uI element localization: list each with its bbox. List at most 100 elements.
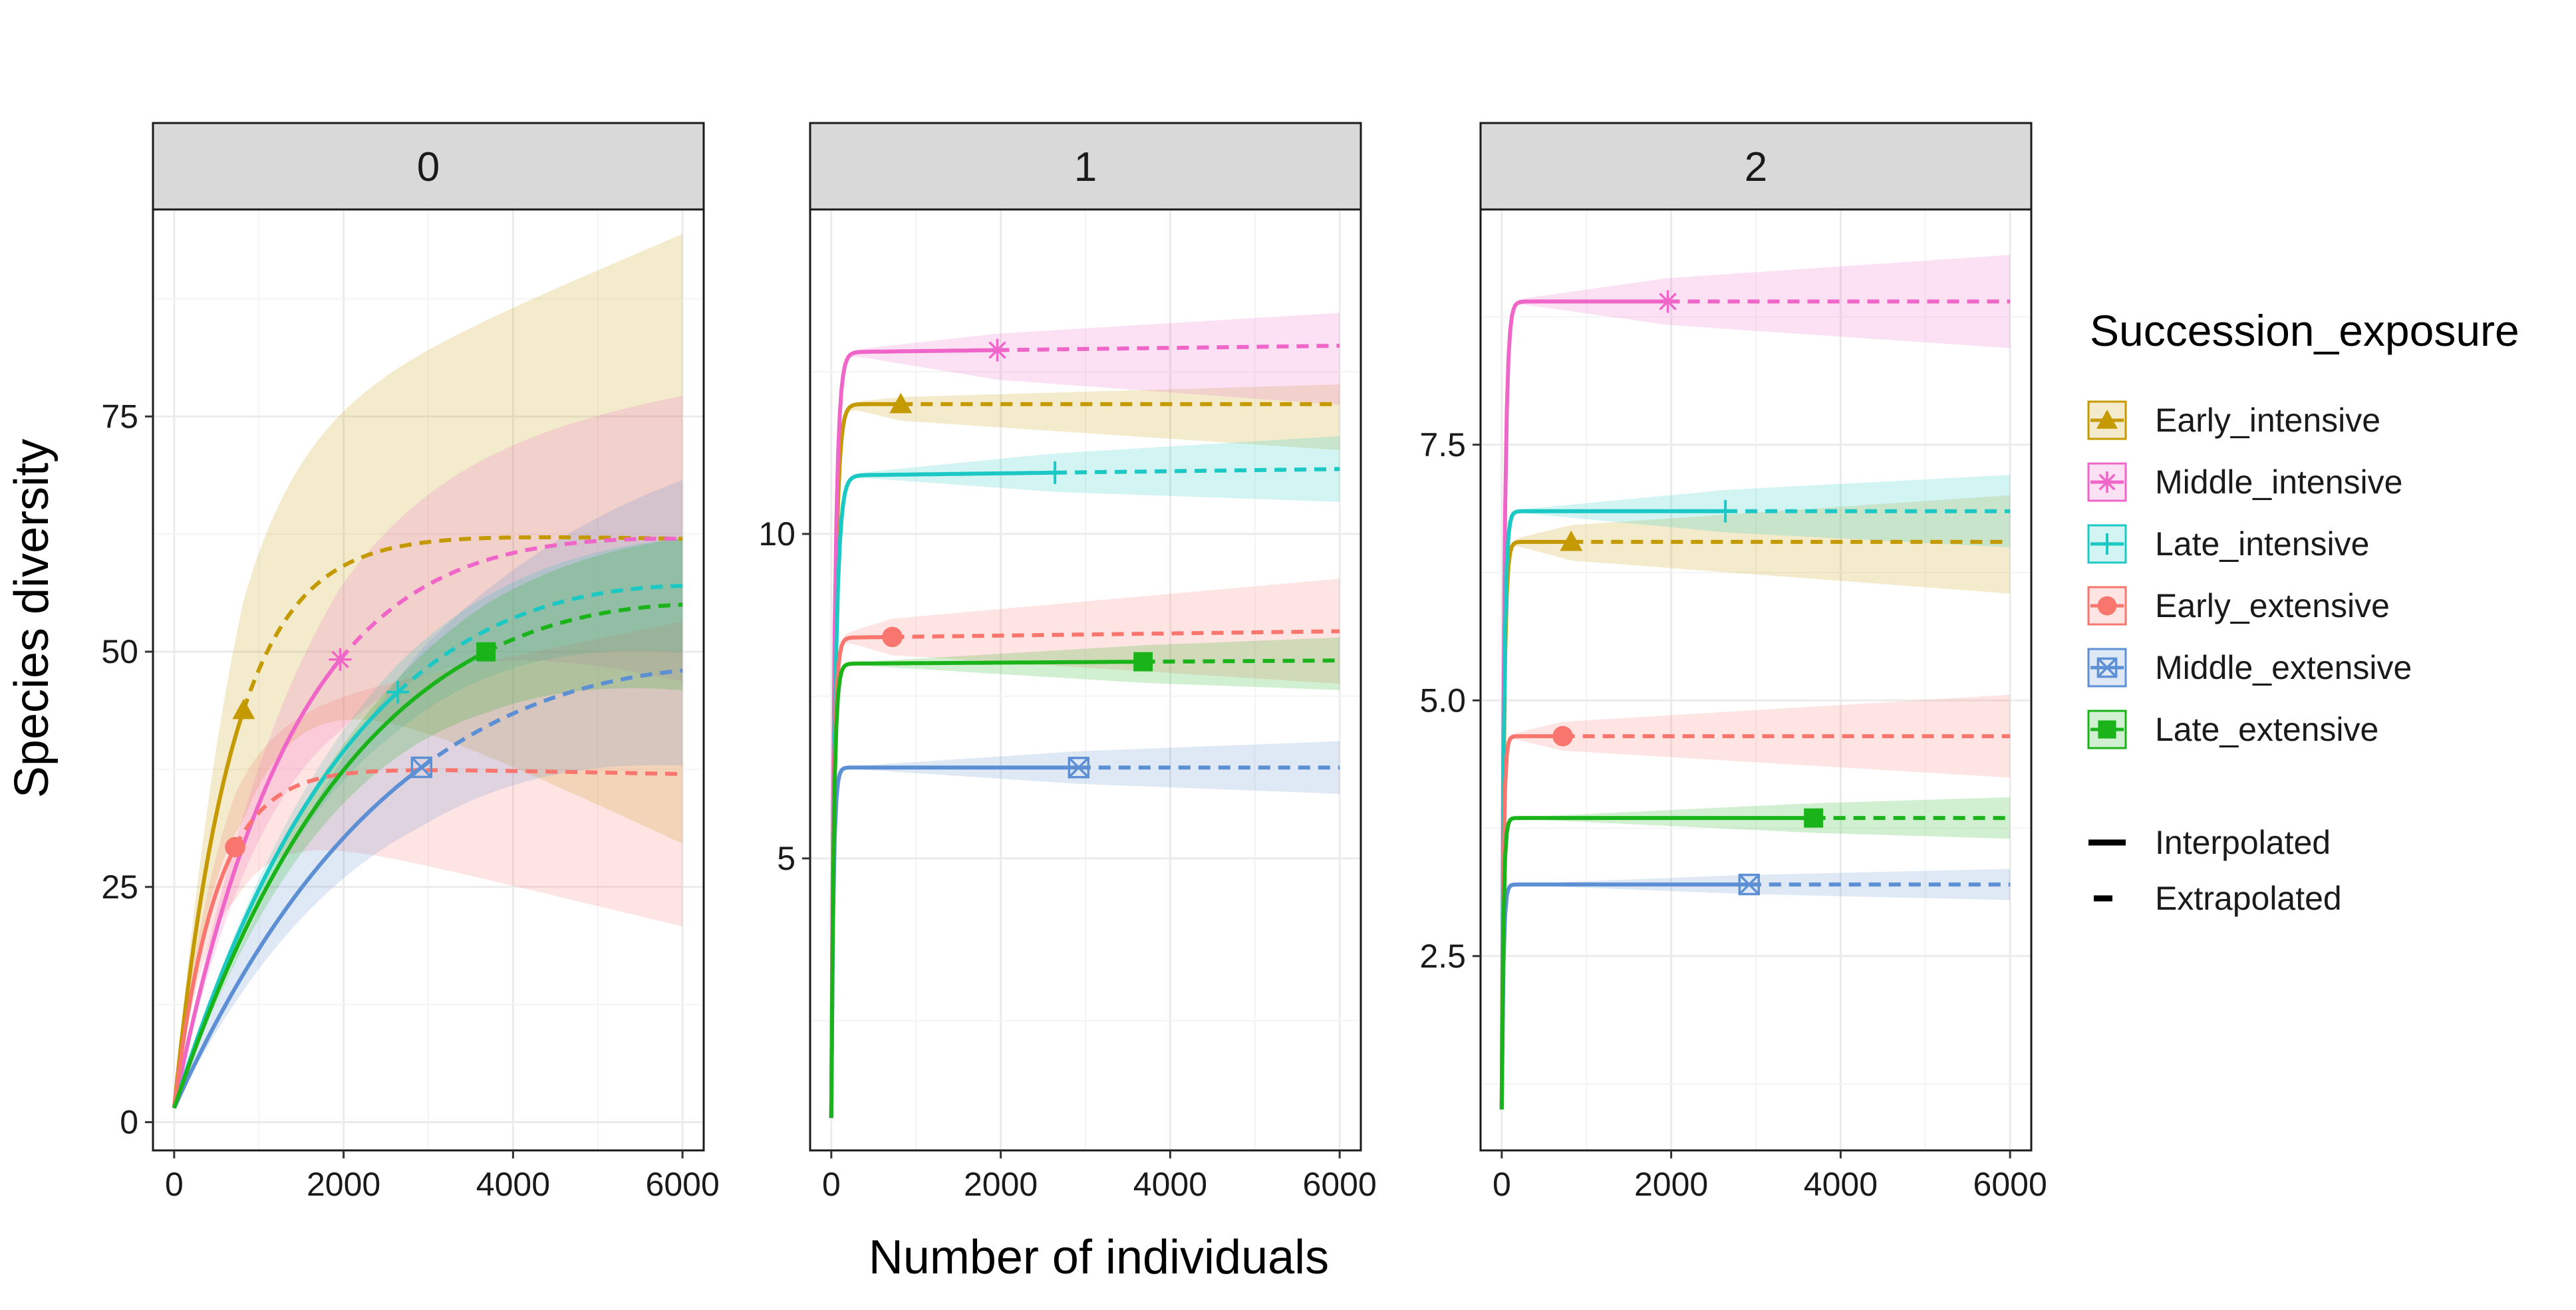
observed-point-Early_extensive: [882, 626, 903, 648]
x-tick-label: 2000: [964, 1166, 1038, 1203]
interpolated-line-Early_intensive: [172, 709, 246, 1109]
x-tick-label: 0: [1493, 1166, 1511, 1203]
legend-label: Middle_extensive: [2155, 649, 2412, 686]
ci-ribbon-Middle_extensive: [831, 741, 1340, 1118]
interpolated-line-Early_intensive: [829, 402, 901, 1118]
legend-linetype-dashed: Extrapolated: [2094, 880, 2342, 917]
legend-key-marker: [2096, 533, 2118, 555]
facet-panel-2: 2 0 2000 4000 6000 2.5 5.0 7.5: [1419, 122, 2047, 1203]
legend-item-Late_extensive: Late_extensive: [2087, 710, 2378, 749]
observed-point-Late_extensive: [1804, 808, 1824, 828]
legend-key-marker: [2096, 471, 2118, 493]
panel-border: [1479, 208, 2033, 1152]
y-axis-title: Species diversity: [5, 439, 59, 798]
x-tick-label: 6000: [1973, 1166, 2047, 1203]
legend-label: Late_intensive: [2155, 525, 2369, 563]
legend-key-marker: [2097, 596, 2117, 616]
panel-border: [809, 208, 1362, 1152]
facet-strip-2: [1479, 122, 2033, 211]
observed-point-Middle_intensive: [986, 338, 1009, 362]
interpolated-line-Late_extensive: [172, 650, 487, 1109]
ci-ribbon-Middle_extensive: [174, 479, 683, 1109]
y-tick-label: 50: [101, 633, 138, 670]
legend-label: Middle_intensive: [2155, 463, 2402, 501]
observed-point-Early_extensive: [1552, 725, 1573, 747]
observed-point-Late_extensive: [476, 642, 496, 662]
legend-linetype-label: Extrapolated: [2155, 880, 2342, 917]
ci-ribbon-Late_extensive: [831, 637, 1340, 1118]
legend-item-Early_intensive: Early_intensive: [2087, 400, 2380, 440]
legend-linetype-label: Interpolated: [2155, 824, 2331, 861]
observed-point-Middle_intensive: [329, 648, 352, 671]
facet-strip-label: 2: [1745, 144, 1767, 190]
legend-key-marker: [2096, 410, 2118, 429]
facet-strip-label: 1: [1074, 144, 1097, 190]
observed-point-Late_extensive: [1133, 652, 1153, 672]
x-tick-label: 0: [822, 1166, 841, 1203]
interpolated-line-Middle_intensive: [172, 658, 342, 1109]
x-tick-label: 4000: [476, 1166, 550, 1203]
interpolated-line-Middle_extensive: [172, 765, 423, 1109]
legend-linetype-solid: Interpolated: [2088, 824, 2331, 861]
gridlines: [810, 209, 1361, 1150]
observed-point-Early_intensive: [1560, 530, 1583, 551]
interpolated-line-Late_intensive: [829, 470, 1056, 1118]
legend-label: Early_intensive: [2155, 402, 2380, 439]
extrapolated-line-Early_extensive: [892, 629, 1340, 639]
ci-ribbon-Early_extensive: [174, 621, 683, 1109]
interpolated-line-Late_intensive: [1499, 509, 1726, 1110]
extrapolated-line-Late_extensive: [1143, 658, 1340, 664]
extrapolated-line-Middle_extensive: [420, 668, 683, 769]
y-tick-label: 0: [120, 1104, 138, 1141]
ci-ribbon-Early_intensive: [1501, 495, 2011, 1110]
ci-ribbon-Late_extensive: [1501, 797, 2011, 1110]
observed-point-Middle_extensive: [1068, 757, 1090, 779]
legend-label: Early_extensive: [2155, 587, 2390, 624]
observed-point-Late_intensive: [386, 680, 410, 704]
extrapolated-line-Late_intensive: [396, 584, 683, 694]
y-tick-label: 2.5: [1419, 938, 1466, 975]
extrapolated-line-Middle_intensive: [339, 537, 683, 661]
ci-ribbon-Middle_intensive: [1501, 255, 2011, 1110]
facet-strip-1: [809, 122, 1362, 211]
series-layer: [1499, 255, 2011, 1110]
ci-ribbon-Middle_intensive: [831, 313, 1340, 1118]
legend-item-Early_extensive: Early_extensive: [2087, 586, 2390, 626]
observed-point-Late_intensive: [1714, 499, 1737, 523]
ci-ribbon-Early_extensive: [831, 579, 1340, 1118]
interpolated-line-Middle_extensive: [1499, 882, 1749, 1110]
ci-ribbon-Middle_intensive: [174, 396, 683, 1109]
x-tick-label: 6000: [1303, 1166, 1377, 1203]
observed-point-Early_extensive: [225, 837, 245, 858]
legend-key-marker: [2096, 657, 2118, 678]
observed-point-Middle_extensive: [410, 756, 433, 779]
interpolated-line-Late_extensive: [829, 660, 1143, 1118]
extrapolated-line-Middle_intensive: [997, 343, 1340, 352]
observed-point-Middle_extensive: [1738, 873, 1761, 896]
legend-item-Middle_intensive: Middle_intensive: [2087, 462, 2402, 502]
extrapolated-line-Late_intensive: [1055, 467, 1340, 475]
x-tick-label: 4000: [1133, 1166, 1207, 1203]
y-tick-label: 25: [101, 868, 138, 906]
legend-title: Succession_exposure: [2090, 306, 2519, 355]
ci-ribbon-Late_extensive: [174, 538, 683, 1109]
interpolated-line-Early_intensive: [1499, 539, 1572, 1110]
interpolated-line-Middle_extensive: [829, 765, 1079, 1118]
x-axis-title: Number of individuals: [869, 1231, 1329, 1284]
x-tick-label: 0: [165, 1166, 184, 1203]
observed-point-Early_intensive: [232, 698, 255, 720]
y-tick-label: 7.5: [1419, 426, 1466, 463]
x-tick-label: 4000: [1804, 1166, 1878, 1203]
ci-ribbon-Late_intensive: [1501, 475, 2011, 1110]
legend-items: Early_intensive Middle_intensive Late_inte…: [2087, 400, 2412, 917]
series-layer: [829, 313, 1340, 1118]
x-tick-label: 2000: [307, 1166, 380, 1203]
extrapolated-line-Early_extensive: [233, 768, 683, 849]
interpolated-line-Late_extensive: [1499, 816, 1814, 1110]
ci-ribbon-Early_intensive: [174, 233, 683, 1109]
observed-point-Early_intensive: [889, 392, 913, 414]
legend-key-marker: [2098, 720, 2116, 739]
